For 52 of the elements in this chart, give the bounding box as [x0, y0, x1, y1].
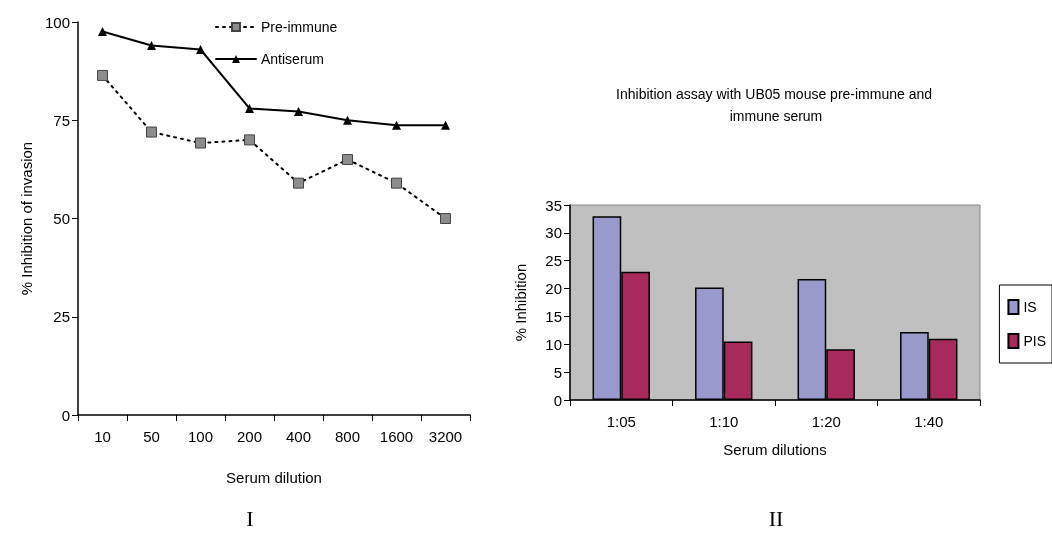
point — [294, 107, 303, 117]
y-tick-label: 25 — [53, 308, 70, 326]
x-tick-label: 200 — [236, 428, 263, 445]
legend-label: IS — [1023, 299, 1037, 315]
x-tick-label: 1:05 — [606, 413, 636, 430]
x-tick-label: 1:10 — [709, 413, 739, 430]
point — [441, 120, 450, 130]
y-tick-label: 75 — [53, 111, 70, 129]
y-tick-label: 15 — [545, 307, 562, 325]
y-axis-title: % Inhibition — [512, 263, 529, 342]
x-tick-label: 800 — [334, 428, 361, 445]
y-tick-label: 5 — [553, 363, 562, 381]
point — [293, 177, 304, 189]
x-tick-label: 1:20 — [811, 413, 841, 430]
text: I — [246, 505, 254, 531]
y-tick-label: 50 — [53, 210, 70, 227]
y-tick-label: 100 — [44, 13, 70, 31]
point — [195, 137, 206, 149]
point — [343, 115, 352, 125]
x-tick-label: 1600 — [379, 428, 414, 445]
y-tick-label: 10 — [545, 335, 562, 353]
point — [244, 134, 255, 146]
y-tick-label: 25 — [545, 252, 562, 270]
point — [196, 45, 205, 55]
point — [147, 41, 156, 51]
y-tick-label: 20 — [545, 280, 562, 298]
legend-label: PIS — [1023, 333, 1047, 349]
x-tick-label: 50 — [143, 428, 160, 445]
point — [97, 69, 108, 81]
x-tick-label: 3200 — [428, 428, 463, 445]
legend-label: Pre-immune — [261, 19, 338, 35]
x-axis-title: Serum dilutions — [723, 441, 827, 458]
x-tick-label: 10 — [94, 428, 111, 445]
point — [391, 177, 402, 189]
y-tick-label: 0 — [553, 391, 562, 409]
y-axis-title: % Inhibition of invasion — [18, 141, 36, 296]
legend-label: Antiserum — [261, 51, 325, 67]
x-axis-title: Serum dilution — [226, 469, 322, 486]
point — [392, 120, 401, 130]
x-tick-label: 400 — [285, 428, 312, 445]
x-tick-label: 1:40 — [914, 413, 944, 430]
chart-title: Inhibition assay with UB05 mouse pre-immune and immune serum — [616, 86, 936, 124]
y-tick-label: 35 — [545, 196, 562, 214]
x-tick-label: 100 — [187, 428, 214, 445]
y-tick-label: 30 — [545, 224, 562, 242]
point — [98, 26, 107, 36]
point — [342, 154, 353, 166]
point — [146, 126, 157, 138]
text: II — [768, 505, 784, 531]
point — [245, 103, 254, 113]
y-tick-label: 0 — [61, 406, 70, 424]
point — [440, 213, 451, 224]
